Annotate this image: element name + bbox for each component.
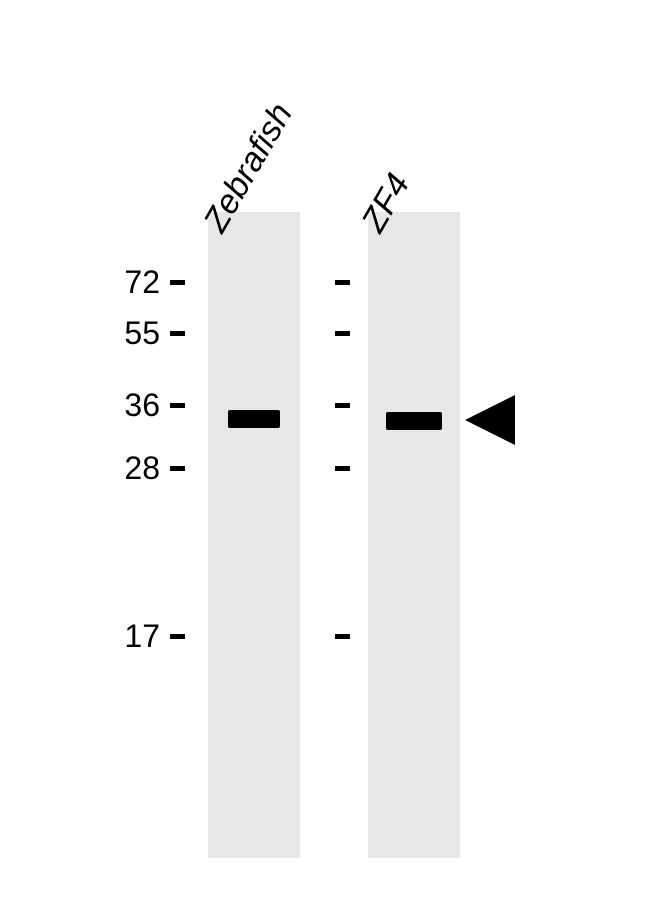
marker-tick-36-a [170, 403, 185, 408]
marker-tick-17-b [335, 634, 350, 639]
marker-tick-17-a [170, 634, 185, 639]
band-zebrafish [228, 410, 280, 428]
marker-tick-36-b [335, 403, 350, 408]
marker-label-55: 55 [124, 315, 160, 352]
marker-label-72: 72 [124, 264, 160, 301]
band-zf4 [386, 412, 442, 430]
lane-zebrafish [208, 212, 300, 858]
marker-tick-55-b [335, 331, 350, 336]
marker-tick-72-b [335, 280, 350, 285]
marker-label-36: 36 [124, 387, 160, 424]
lane-zf4 [368, 212, 460, 858]
marker-tick-55-a [170, 331, 185, 336]
marker-tick-28-b [335, 466, 350, 471]
marker-label-17: 17 [124, 618, 160, 655]
marker-tick-72-a [170, 280, 185, 285]
western-blot-figure: Zebrafish ZF4 72 55 36 28 17 [0, 0, 650, 921]
marker-label-28: 28 [124, 450, 160, 487]
marker-tick-28-a [170, 466, 185, 471]
target-band-arrow-icon [465, 395, 515, 445]
